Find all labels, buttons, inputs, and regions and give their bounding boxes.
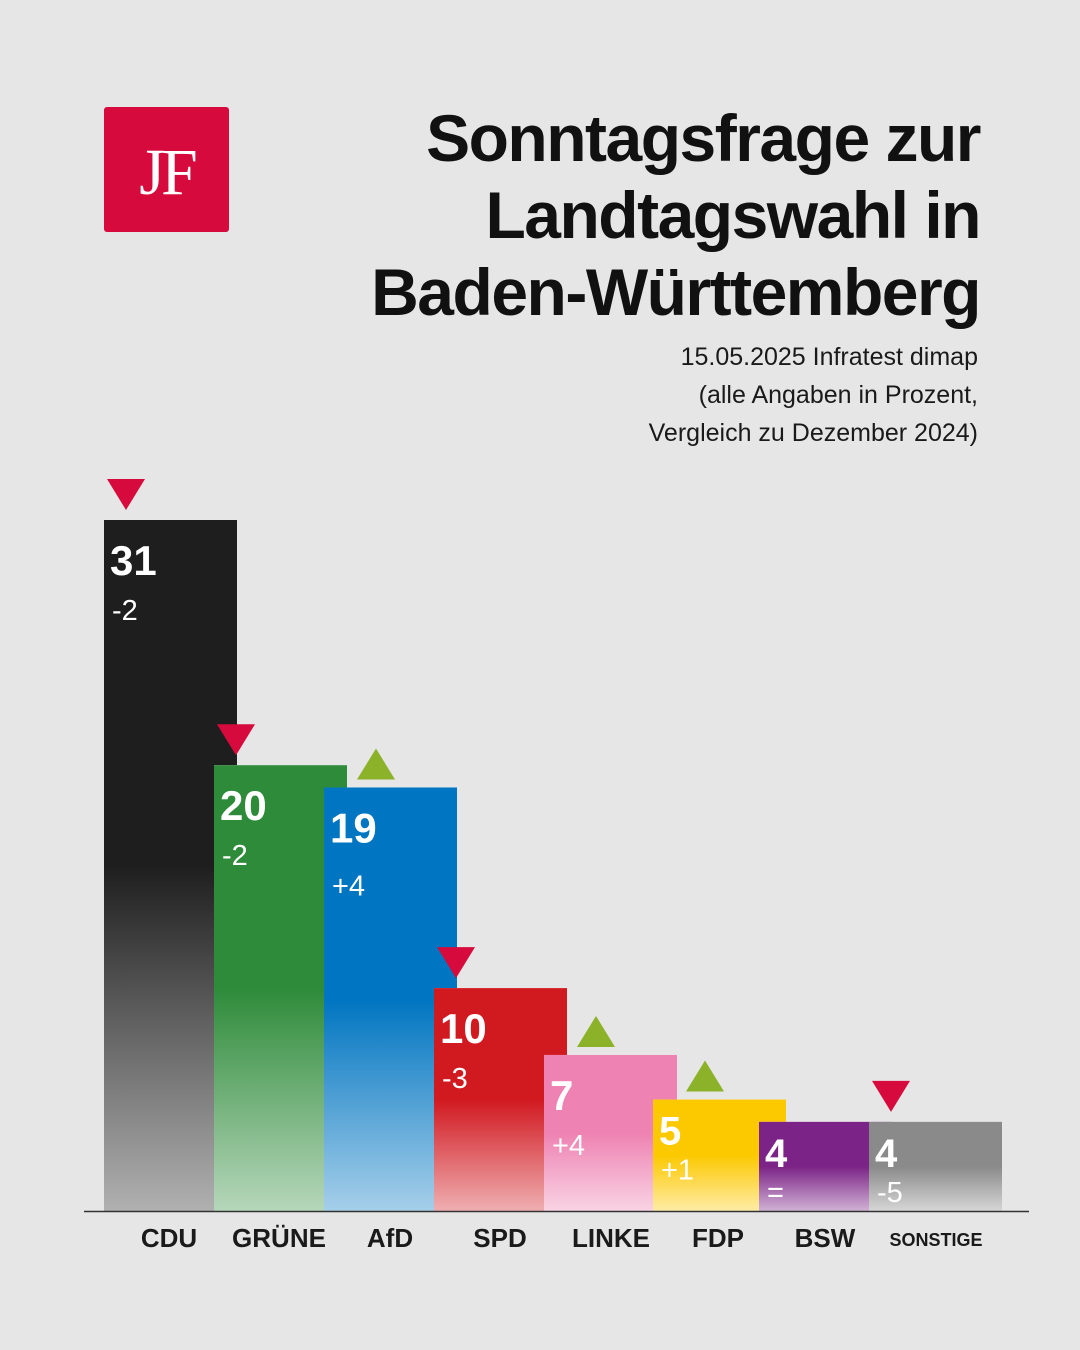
- value-label-linke: 7: [550, 1072, 573, 1119]
- jf-logo: JF: [104, 107, 229, 232]
- category-label-sonstige: SONSTIGE: [889, 1230, 982, 1250]
- change-label-sonstige: -5: [877, 1177, 903, 1209]
- logo-text: JF: [139, 135, 197, 209]
- subtitle: 15.05.2025 Infratest dimap (alle Angaben…: [649, 338, 978, 452]
- change-label-spd: -3: [442, 1063, 468, 1095]
- value-label-sonstige: 4: [875, 1132, 898, 1176]
- value-label-spd: 10: [440, 1005, 487, 1052]
- down-arrow-icon: [107, 479, 145, 510]
- change-label-cdu: -2: [112, 595, 138, 627]
- category-label-spd: SPD: [473, 1223, 526, 1253]
- value-label-bsw: 4: [765, 1132, 788, 1176]
- subtitle-line-1: 15.05.2025 Infratest dimap: [680, 343, 978, 371]
- value-label-fdp: 5: [659, 1110, 681, 1154]
- subtitle-line-2: (alle Angaben in Prozent,: [698, 381, 978, 409]
- down-arrow-icon: [872, 1080, 910, 1112]
- change-label-fdp: +1: [661, 1155, 694, 1187]
- category-label-afd: AfD: [367, 1223, 413, 1253]
- category-label-linke: LINKE: [572, 1223, 650, 1253]
- change-label-bsw: =: [767, 1177, 784, 1209]
- category-label-fdp: FDP: [692, 1223, 744, 1253]
- title-line-2: Landtagswahl in: [485, 178, 981, 252]
- subtitle-line-3: Vergleich zu Dezember 2024): [648, 419, 978, 447]
- value-label-cdu: 31: [110, 537, 157, 584]
- change-label-grne: -2: [222, 840, 248, 872]
- change-label-linke: +4: [552, 1130, 585, 1162]
- up-arrow-icon: [357, 748, 395, 780]
- value-label-afd: 19: [330, 804, 377, 851]
- category-label-bsw: BSW: [795, 1223, 856, 1253]
- down-arrow-icon: [217, 724, 255, 756]
- title-line-3: Baden-Württemberg: [371, 255, 981, 329]
- bar-sonstige: [869, 1121, 1002, 1211]
- category-label-grne: GRÜNE: [232, 1223, 326, 1253]
- value-label-grne: 20: [220, 782, 267, 829]
- down-arrow-icon: [437, 947, 475, 979]
- title-line-1: Sonntagsfrage zur: [426, 101, 981, 175]
- change-label-afd: +4: [332, 870, 365, 902]
- category-label-cdu: CDU: [141, 1223, 197, 1253]
- page-title: Sonntagsfrage zur Landtagswahl in Baden-…: [371, 100, 981, 331]
- up-arrow-icon: [686, 1060, 724, 1092]
- up-arrow-icon: [577, 1015, 615, 1047]
